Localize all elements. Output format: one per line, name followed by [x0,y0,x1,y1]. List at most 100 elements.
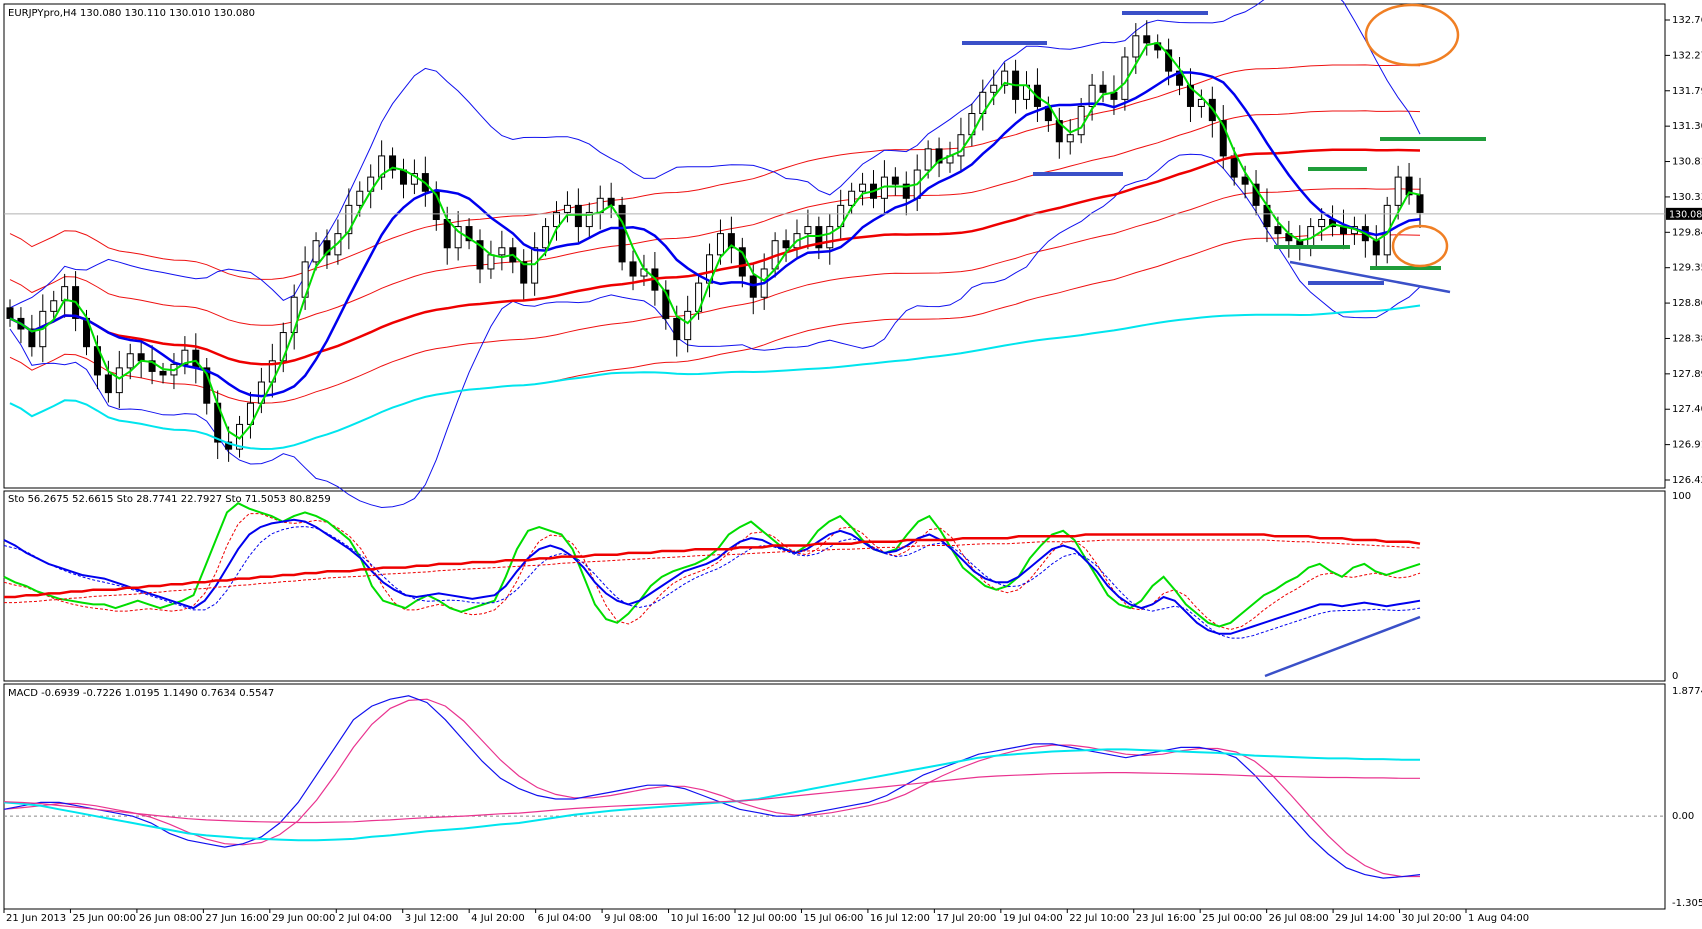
candle-body [662,289,670,319]
stochastic-signal-line [3,525,1421,639]
time-tick-label: 4 Jul 20:00 [471,913,525,924]
candle-body [454,226,462,249]
candle [148,345,156,385]
candle-body [1230,155,1238,178]
candle-body [126,353,134,369]
price-tick-label: 129.840 [1672,227,1702,238]
candle-body [6,307,14,319]
candle [1099,71,1107,103]
candle-body [848,190,856,206]
candle-body [990,84,998,93]
macd-layer [3,695,1665,879]
candle-body [585,211,593,228]
candle-body [902,183,910,199]
candle-body [356,190,364,206]
candle-body [323,240,331,256]
candle [520,249,528,301]
time-tick-label: 26 Jul 08:00 [1269,913,1329,924]
candle-body [891,176,899,185]
candle-body [1165,49,1173,72]
price-title: EURJPYpro,H4 130.080 130.110 130.010 130… [8,8,255,19]
candle-body [815,226,823,249]
time-tick-label: 15 Jul 06:00 [803,913,863,924]
candle-body [826,226,834,249]
envelope-upper-inner [9,110,1421,326]
macd-panel [3,683,1666,910]
candle-body [749,275,757,298]
macd-trend-line [3,772,1420,824]
price-tick-label: 128.860 [1672,298,1702,309]
fast-ma-line [9,41,1421,440]
candle-body [476,240,484,270]
trend-line [1289,260,1451,294]
candle [1088,73,1096,121]
candle-body [465,226,473,242]
trend-ma-line [9,304,1421,451]
candle-body [520,261,528,284]
time-tick-label: 21 Jun 2013 [6,913,66,924]
macd-tick-label: 1.8774 [1672,686,1702,697]
price-tick-label: 131.790 [1672,86,1702,97]
candle-body [684,310,692,341]
time-tick-label: 25 Jul 00:00 [1202,913,1262,924]
price-tick-label: 126.910 [1672,440,1702,451]
price-tick-label: 127.400 [1672,404,1702,415]
candle [312,232,320,271]
candle [1001,62,1009,94]
candle-body [159,370,167,376]
candle-body [738,247,746,277]
candle-body [1405,176,1413,196]
macd-line [3,748,1420,842]
price-tick-label: 129.350 [1672,263,1702,274]
axis-layer: 132.760 132.270 131.790 131.300 130.810 130.3… [3,15,1702,924]
divergence-trend-line [1264,615,1421,678]
candle [50,290,58,323]
candle-body [487,254,495,270]
time-tick-label: 1 Aug 04:00 [1468,913,1529,924]
candle [859,172,867,206]
candle-body [1318,219,1326,228]
candle-body [203,367,211,404]
candle-body [782,240,790,249]
time-tick-label: 30 Jul 20:00 [1402,913,1462,924]
candle-body [859,183,867,192]
candle-body [1132,35,1140,58]
highlight-ellipse [1364,3,1460,67]
stochastic-tick-label: 0 [1672,671,1678,682]
time-tick-label: 27 Jun 16:00 [205,913,269,924]
candle-body [1055,120,1063,143]
candle-body [563,204,571,213]
candle-body [1099,84,1107,93]
candle [585,202,593,238]
stochastic-panel [3,490,1666,682]
candle-body [553,211,561,228]
stochastic-title: Sto 56.2675 52.6615 Sto 28.7741 22.7927 … [8,494,331,505]
envelope-lower-inner [9,188,1421,404]
candle-body [192,349,200,369]
candle-body [574,204,582,228]
candle [1066,119,1074,155]
candle-body [1176,70,1184,86]
candle-body [50,300,58,312]
candle-body [1394,176,1402,206]
candle [476,229,484,284]
price-tick-label: 126.420 [1672,475,1702,486]
candle-body [673,317,681,341]
candle-body [104,374,112,394]
candle [553,201,561,241]
candle-body [542,226,550,249]
candle [28,314,36,357]
stochastic-signal-line [4,539,1421,604]
candle-body [1001,70,1009,86]
envelope-upper-outer [9,64,1421,280]
time-tick-label: 6 Jul 04:00 [538,913,592,924]
stochastic-line [4,533,1421,599]
time-tick-label: 10 Jul 16:00 [671,913,731,924]
candle-body [1416,194,1424,213]
slow-ma-line [9,71,1421,398]
candle [465,218,473,250]
time-tick-label: 22 Jul 10:00 [1069,913,1129,924]
time-tick-label: 17 Jul 20:00 [936,913,996,924]
candle [159,362,167,384]
candle-body [1197,98,1205,107]
